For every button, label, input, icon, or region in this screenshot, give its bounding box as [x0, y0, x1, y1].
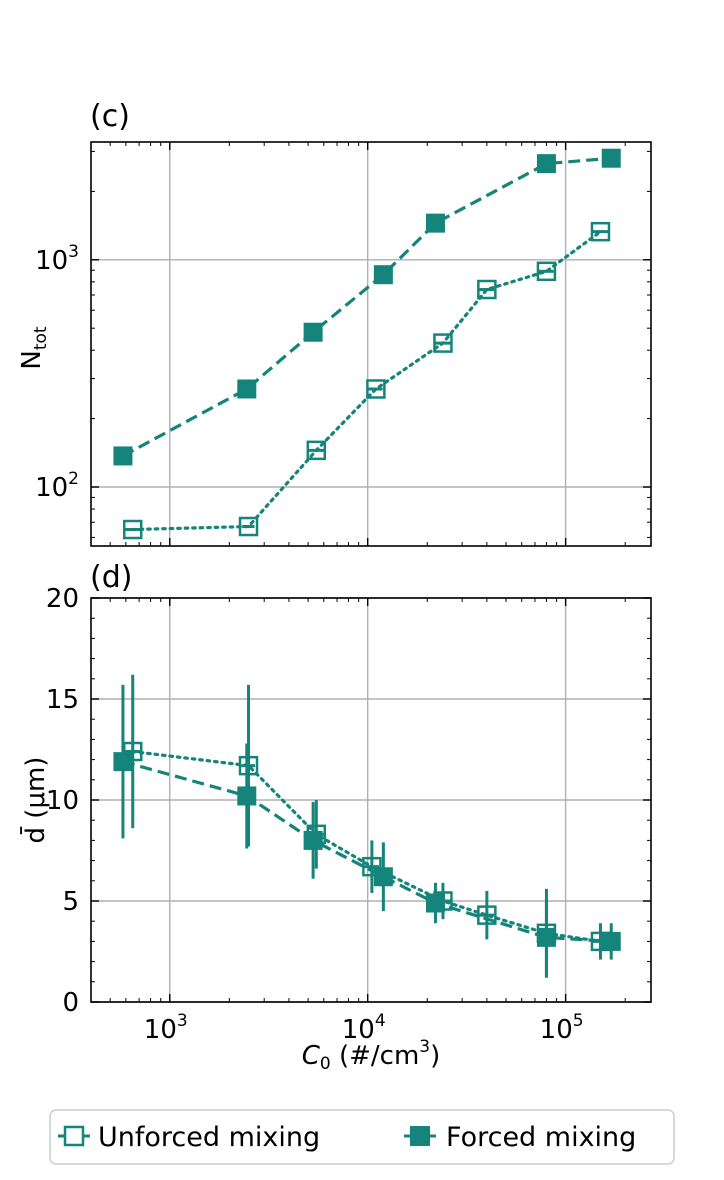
- series-unforced: [122, 221, 611, 540]
- data-point: [122, 519, 143, 540]
- legend: Unforced mixing Forced mixing: [49, 1109, 675, 1165]
- panel-c: (c) 102 103 Ntot: [17, 99, 652, 547]
- data-point: [477, 905, 497, 925]
- data-point: [425, 893, 445, 913]
- legend-unforced-label: Unforced mixing: [98, 1122, 320, 1153]
- panel-d-y-tick-labels: 0 5 10 15 20: [46, 584, 79, 1018]
- data-point: [536, 154, 556, 174]
- panel-d-series: [113, 674, 621, 978]
- panel-d-x-axis-label: C0 (#/cm3): [302, 1037, 441, 1074]
- legend-forced-label: Forced mixing: [446, 1122, 636, 1153]
- legend-box: [49, 1109, 675, 1165]
- y-tick-label: 102: [35, 469, 79, 503]
- panel-d-label: (d): [90, 560, 132, 595]
- data-point: [601, 931, 621, 951]
- data-point: [303, 322, 323, 342]
- panel-c-y-tick-labels: 102 103: [35, 242, 79, 503]
- panel-c-grid: [91, 142, 651, 546]
- x-tick-label: 104: [342, 1011, 386, 1045]
- data-point: [366, 379, 386, 399]
- series-forced: [113, 684, 621, 976]
- y-tick-label: 0: [62, 988, 79, 1018]
- data-point: [536, 927, 556, 947]
- x-tick-label: 105: [540, 1011, 584, 1045]
- data-point: [113, 446, 133, 466]
- panel-c-ticks: [91, 142, 651, 546]
- data-point: [303, 830, 323, 850]
- data-point: [590, 221, 611, 242]
- data-point: [373, 867, 393, 887]
- panel-c-series: [113, 148, 621, 540]
- panel-c-label: (c): [90, 99, 130, 134]
- legend-unforced-marker: [63, 1125, 85, 1147]
- data-point: [113, 752, 133, 772]
- panel-c-y-axis-label: Ntot: [17, 326, 51, 370]
- y-tick-label: 103: [35, 242, 79, 276]
- y-tick-label: 20: [46, 584, 79, 614]
- data-point: [238, 516, 259, 537]
- series-unforced: [122, 674, 611, 978]
- panel-d-y-axis-label: d̄ (μm): [19, 757, 51, 844]
- data-point: [536, 261, 557, 282]
- panel-d-frame: [90, 597, 652, 1003]
- data-point: [477, 279, 497, 300]
- legend-item-forced: Forced mixing: [404, 1122, 636, 1153]
- y-tick-label: 10: [46, 786, 79, 816]
- series-unforced-line: [131, 230, 603, 532]
- data-point: [433, 333, 453, 353]
- y-tick-label: 15: [46, 685, 79, 715]
- data-point: [306, 440, 327, 461]
- series-forced: [113, 148, 621, 466]
- data-point: [362, 856, 382, 877]
- y-tick-label: 5: [62, 887, 79, 917]
- legend-forced-marker: [410, 1126, 430, 1146]
- series-unforced-line: [131, 749, 603, 944]
- legend-item-unforced: Unforced mixing: [58, 1122, 320, 1153]
- panel-d-x-tick-labels: 103 104 105: [144, 1011, 584, 1045]
- data-point: [237, 786, 257, 806]
- panel-c-frame: [90, 141, 652, 547]
- panel-d-grid: [91, 597, 651, 1003]
- data-point: [373, 265, 393, 285]
- data-point: [425, 213, 445, 233]
- x-tick-label: 103: [144, 1011, 188, 1045]
- data-point: [237, 379, 257, 399]
- panel-d: (d) 0 5 10 15 20 103 104 105 d̄ (μm) C0 (#/cm3…: [19, 560, 652, 1074]
- data-point: [601, 148, 621, 168]
- data-point: [238, 755, 259, 776]
